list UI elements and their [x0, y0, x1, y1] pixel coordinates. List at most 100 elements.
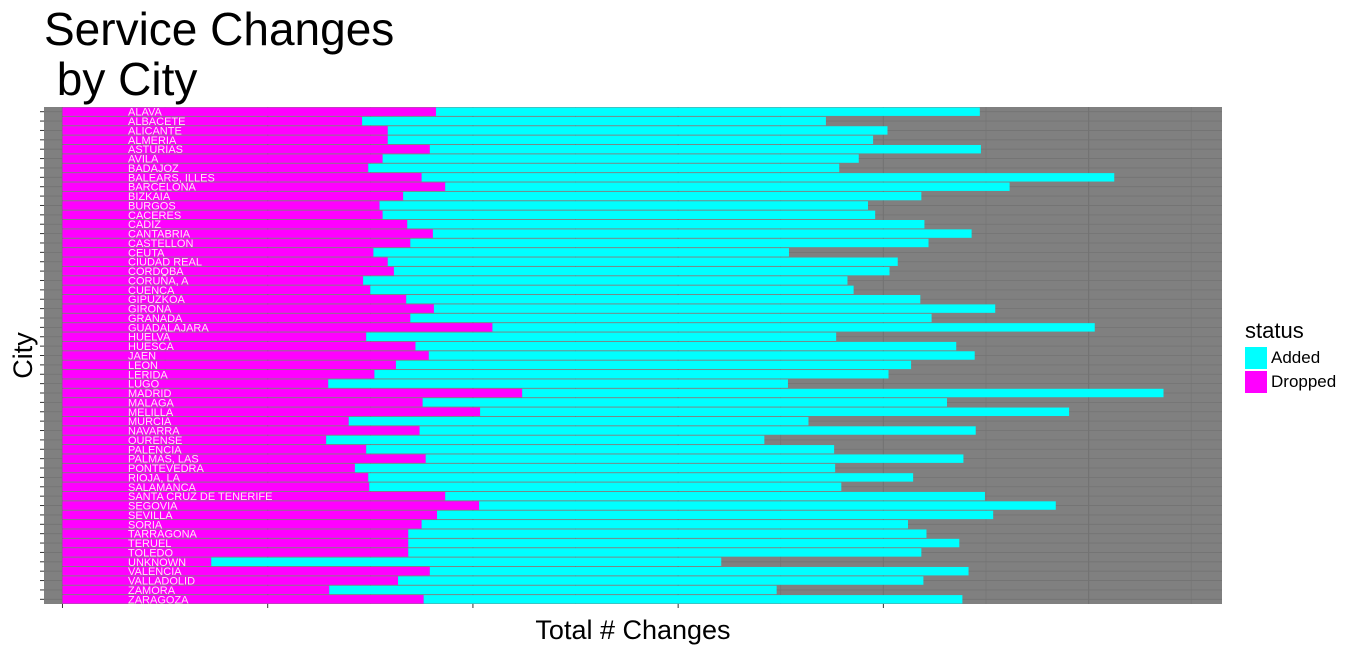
city-label: GIPUZKOA	[128, 294, 186, 306]
bar-dropped	[62, 248, 374, 257]
bar-dropped	[62, 313, 411, 323]
bar-dropped	[62, 566, 430, 576]
bar-dropped	[62, 107, 436, 116]
bar-dropped	[62, 266, 394, 276]
bar-dropped	[62, 351, 429, 360]
bar-dropped	[62, 304, 434, 313]
bar-dropped	[62, 379, 329, 388]
bar-added	[479, 501, 1056, 510]
chart-title: Service Changes by City	[44, 3, 395, 105]
bar-dropped	[62, 276, 364, 285]
city-label: CANTABRIA	[128, 229, 191, 241]
bar-added	[422, 398, 947, 407]
bar-added	[408, 538, 960, 548]
city-label: BIZKAIA	[128, 191, 171, 203]
bar-dropped	[62, 257, 388, 266]
bar-added	[435, 107, 980, 116]
legend-label-dropped: Dropped	[1271, 372, 1337, 391]
city-label: PALMAS, LAS	[128, 454, 199, 466]
bar-added	[403, 191, 922, 201]
bar-added	[363, 276, 848, 285]
bar-dropped	[62, 529, 409, 538]
bar-added	[366, 332, 837, 341]
city-label: ALMERIA	[128, 135, 177, 147]
city-label: BURGOS	[128, 200, 176, 212]
bar-added	[410, 313, 932, 323]
city-label: SORIA	[128, 519, 163, 531]
city-label: RIOJA, LA	[128, 472, 181, 484]
bar-dropped	[62, 144, 430, 154]
city-label: SANTA CRUZ DE TENERIFE	[128, 491, 272, 503]
bar-added	[382, 210, 876, 220]
bar-added	[423, 595, 963, 604]
bar-added	[329, 585, 777, 595]
city-label: PALENCIA	[128, 444, 182, 456]
bar-dropped	[62, 473, 369, 482]
bar-dropped	[62, 219, 408, 229]
bar-dropped	[62, 229, 433, 238]
bar-dropped	[62, 360, 396, 370]
city-label: AVILA	[128, 154, 159, 166]
city-label: ASTURIAS	[128, 144, 183, 156]
bar-added	[432, 229, 972, 238]
bar-dropped	[62, 520, 422, 529]
bar-dropped	[62, 191, 404, 201]
bar-added	[429, 566, 969, 576]
bar-added	[421, 173, 1115, 182]
bar-dropped	[62, 285, 371, 295]
bar-added	[421, 520, 909, 529]
bar-added	[406, 295, 921, 304]
city-label: BALEARS, ILLES	[128, 172, 215, 184]
bar-added	[370, 285, 854, 295]
city-label: TERUEL	[128, 538, 171, 550]
legend-label-added: Added	[1271, 348, 1321, 367]
bar-added	[379, 201, 868, 210]
bar-dropped	[62, 398, 423, 407]
bar-dropped	[62, 482, 370, 492]
city-label: ALAVA	[128, 107, 162, 119]
bar-added	[362, 116, 826, 126]
city-label: UNKNOWN	[128, 557, 186, 569]
city-label: OURENSE	[128, 435, 182, 447]
bar-added	[429, 144, 981, 154]
city-label: ZAMORA	[128, 585, 176, 597]
city-label: SEGOVIA	[128, 501, 178, 513]
city-label: CORDOBA	[128, 266, 184, 278]
bar-dropped	[62, 182, 446, 191]
bar-added	[492, 323, 1095, 332]
bar-added	[445, 182, 1010, 191]
bar-dropped	[62, 576, 399, 585]
city-label: GRANADA	[128, 313, 183, 325]
bar-dropped	[62, 295, 407, 304]
bar-added	[373, 248, 789, 257]
bar-added	[480, 407, 1070, 416]
bar-dropped	[62, 454, 426, 463]
city-label: ALBACETE	[128, 116, 185, 128]
city-label: TOLEDO	[128, 547, 173, 559]
bar-dropped	[62, 135, 388, 145]
bar-dropped	[62, 491, 446, 501]
city-label: CACERES	[128, 210, 181, 222]
bar-added	[433, 304, 996, 313]
bar-added	[387, 126, 888, 135]
bar-added	[368, 163, 840, 173]
bar-added	[393, 266, 890, 276]
city-label: BARCELONA	[128, 182, 197, 194]
bar-dropped	[62, 548, 409, 557]
bar-added	[366, 445, 835, 454]
bar-dropped	[62, 116, 363, 126]
bar-dropped	[62, 388, 523, 398]
city-label: MALAGA	[128, 397, 175, 409]
bar-dropped	[62, 445, 367, 454]
bar-added	[326, 435, 765, 445]
bar-added	[398, 576, 924, 585]
bar-dropped	[62, 126, 388, 135]
city-label: MELILLA	[128, 407, 174, 419]
bar-added	[395, 360, 912, 370]
bar-added	[382, 154, 859, 163]
bar-added	[328, 379, 788, 388]
city-label: HUELVA	[128, 332, 171, 344]
bar-added	[368, 473, 914, 482]
city-label: JAEN	[128, 351, 156, 363]
city-label: CADIZ	[128, 219, 161, 231]
